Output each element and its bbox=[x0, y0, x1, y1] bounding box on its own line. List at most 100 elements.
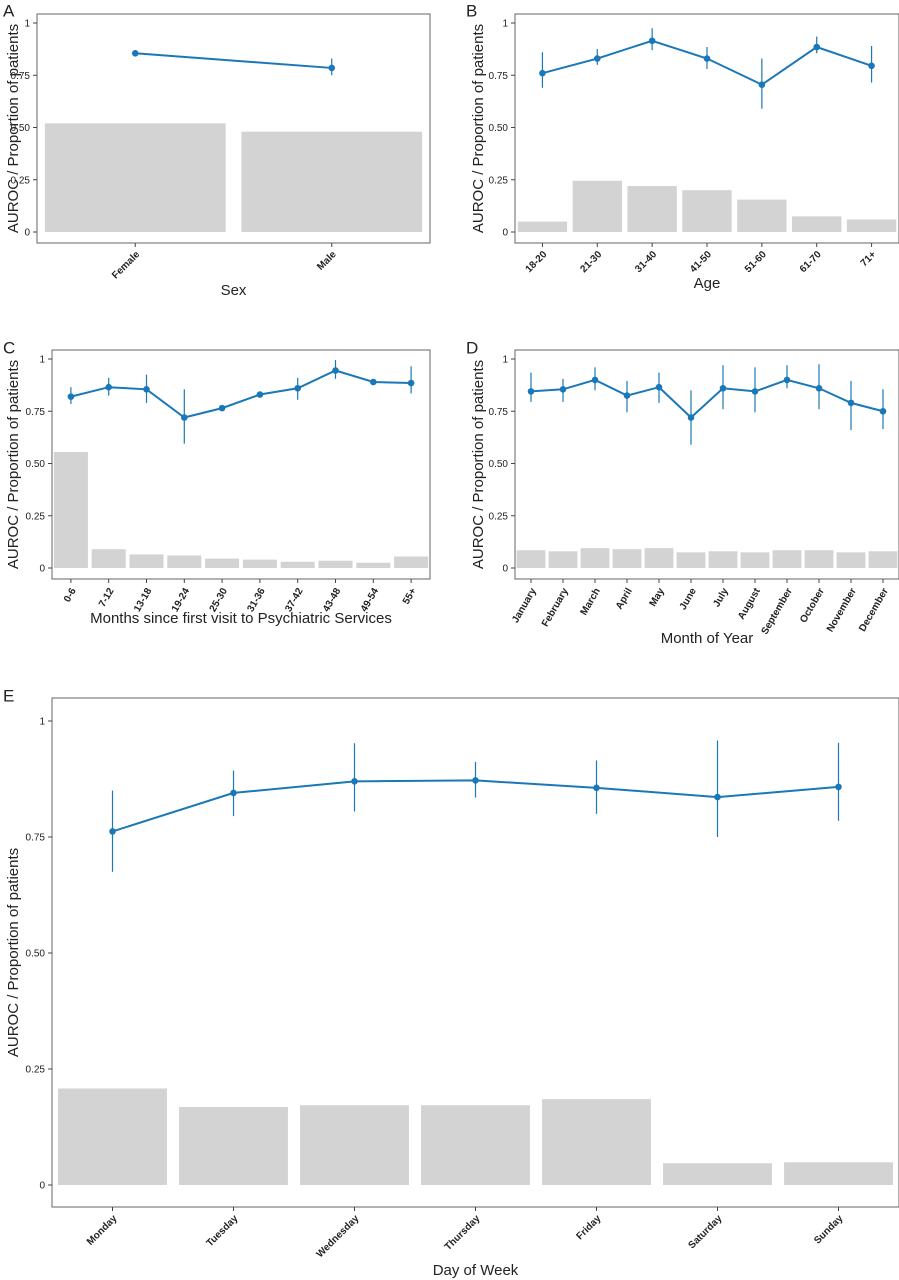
y-tick-label: 0 bbox=[502, 564, 508, 575]
proportion-bar bbox=[318, 560, 353, 568]
auroc-point bbox=[815, 384, 823, 392]
y-tick-label: 0.25 bbox=[11, 175, 31, 186]
x-axis-label: Months since first visit to Psychiatric … bbox=[90, 610, 392, 627]
proportion-bar bbox=[792, 216, 842, 232]
auroc-point bbox=[472, 777, 479, 784]
x-tick-label: February bbox=[540, 586, 571, 629]
panel-b: B 0 0.25 0.50 0.75 1 AUROC / Proportion of pat… bbox=[466, 1, 899, 292]
auroc-point bbox=[218, 404, 226, 412]
y-tick-label: 0.75 bbox=[489, 71, 509, 82]
auroc-point bbox=[539, 69, 546, 77]
panel-e: E 0 0.25 0.50 0.75 1 AUROC / Proportion of pat… bbox=[3, 686, 899, 1279]
auroc-point bbox=[835, 783, 842, 791]
proportion-bar bbox=[627, 186, 677, 232]
x-tick-label: Friday bbox=[574, 1213, 603, 1242]
auroc-point bbox=[813, 43, 821, 51]
panel-d: D 0 0.25 0.50 0.75 1 AUROC / Proportion of pat… bbox=[466, 338, 899, 647]
proportion-bar bbox=[179, 1107, 288, 1185]
auroc-point bbox=[527, 388, 535, 395]
x-tick-label: 7-12 bbox=[97, 586, 117, 609]
x-tick-label: January bbox=[510, 586, 539, 625]
proportion-bar bbox=[772, 550, 802, 568]
auroc-point bbox=[868, 62, 875, 70]
auroc-point bbox=[714, 793, 721, 801]
proportion-bar bbox=[804, 550, 834, 568]
x-tick-label: 41-50 bbox=[688, 249, 714, 275]
x-tick-label: March bbox=[579, 586, 603, 617]
auroc-point bbox=[332, 367, 339, 374]
proportion-bar bbox=[205, 558, 240, 568]
auroc-point bbox=[230, 789, 237, 797]
proportion-bar bbox=[167, 555, 202, 568]
y-tick-label: 0.75 bbox=[11, 71, 31, 82]
auroc-line bbox=[530, 378, 884, 419]
x-tick-label: Saturday bbox=[686, 1213, 724, 1251]
y-tick-label: 0 bbox=[39, 564, 45, 575]
x-tick-label: Sunday bbox=[812, 1213, 846, 1247]
x-tick-label: Wednesday bbox=[315, 1213, 362, 1260]
proportion-bar bbox=[280, 561, 315, 568]
y-tick-label: 0.50 bbox=[26, 459, 46, 470]
y-tick-label: 1 bbox=[39, 717, 45, 728]
plot-frame bbox=[36, 13, 431, 244]
x-tick-label: Tuesday bbox=[205, 1213, 241, 1249]
x-tick-label: 0-6 bbox=[62, 586, 79, 604]
auroc-point bbox=[109, 828, 116, 835]
y-tick-label: 1 bbox=[24, 19, 30, 30]
y-tick-label: 0.50 bbox=[11, 123, 31, 134]
proportion-bar bbox=[644, 548, 674, 568]
auroc-point bbox=[648, 37, 656, 45]
x-tick-label: May bbox=[648, 586, 667, 609]
auroc-point bbox=[143, 386, 150, 393]
panel-label: C bbox=[3, 338, 15, 357]
panel-label: A bbox=[3, 1, 15, 20]
y-tick-label: 0.75 bbox=[489, 407, 509, 418]
y-tick-label: 0.25 bbox=[489, 175, 509, 186]
x-tick-label: November bbox=[825, 586, 859, 634]
proportion-bar bbox=[242, 559, 277, 568]
proportion-bar bbox=[542, 1099, 651, 1185]
x-tick-label: July bbox=[711, 586, 731, 609]
y-tick-label: 1 bbox=[502, 355, 508, 366]
auroc-point bbox=[328, 64, 336, 72]
x-tick-label: 55+ bbox=[401, 586, 419, 606]
proportion-bar bbox=[421, 1105, 530, 1185]
auroc-point bbox=[370, 378, 377, 386]
x-axis-label: Sex bbox=[221, 282, 247, 299]
proportion-bar bbox=[58, 1088, 167, 1185]
proportion-bar bbox=[868, 551, 898, 568]
y-tick-label: 0 bbox=[24, 228, 30, 239]
y-axis-label: AUROC / Proportion of patients bbox=[5, 360, 22, 569]
x-tick-label: August bbox=[736, 586, 763, 622]
proportion-bar bbox=[394, 556, 429, 568]
proportion-bar bbox=[241, 131, 423, 232]
proportion-bar bbox=[300, 1105, 409, 1185]
proportion-bar bbox=[682, 190, 732, 232]
y-axis-label: AUROC / Proportion of patients bbox=[5, 848, 22, 1057]
auroc-point bbox=[758, 81, 766, 88]
auroc-point bbox=[593, 55, 601, 62]
x-axis-label: Day of Week bbox=[433, 1262, 519, 1279]
proportion-bar bbox=[572, 180, 622, 232]
proportion-bar bbox=[356, 562, 391, 568]
plot-frame bbox=[514, 349, 899, 580]
y-tick-label: 0.50 bbox=[489, 123, 509, 134]
auroc-point bbox=[879, 407, 887, 415]
x-tick-label: Monday bbox=[85, 1213, 120, 1248]
auroc-point bbox=[751, 388, 759, 395]
panel-label: D bbox=[466, 338, 478, 357]
plot-frame bbox=[51, 349, 431, 580]
y-axis-label: AUROC / Proportion of patients bbox=[5, 24, 22, 233]
auroc-point bbox=[67, 393, 75, 400]
y-tick-label: 0 bbox=[502, 228, 508, 239]
y-tick-label: 0.25 bbox=[489, 511, 509, 522]
x-axis-label: Age bbox=[694, 275, 721, 292]
auroc-point bbox=[687, 414, 695, 421]
y-tick-label: 1 bbox=[39, 355, 45, 366]
x-tick-label: October bbox=[798, 586, 827, 625]
x-tick-label: 31-40 bbox=[633, 249, 659, 275]
proportion-bar bbox=[708, 551, 738, 568]
auroc-point bbox=[655, 383, 663, 391]
proportion-bar bbox=[129, 554, 164, 568]
